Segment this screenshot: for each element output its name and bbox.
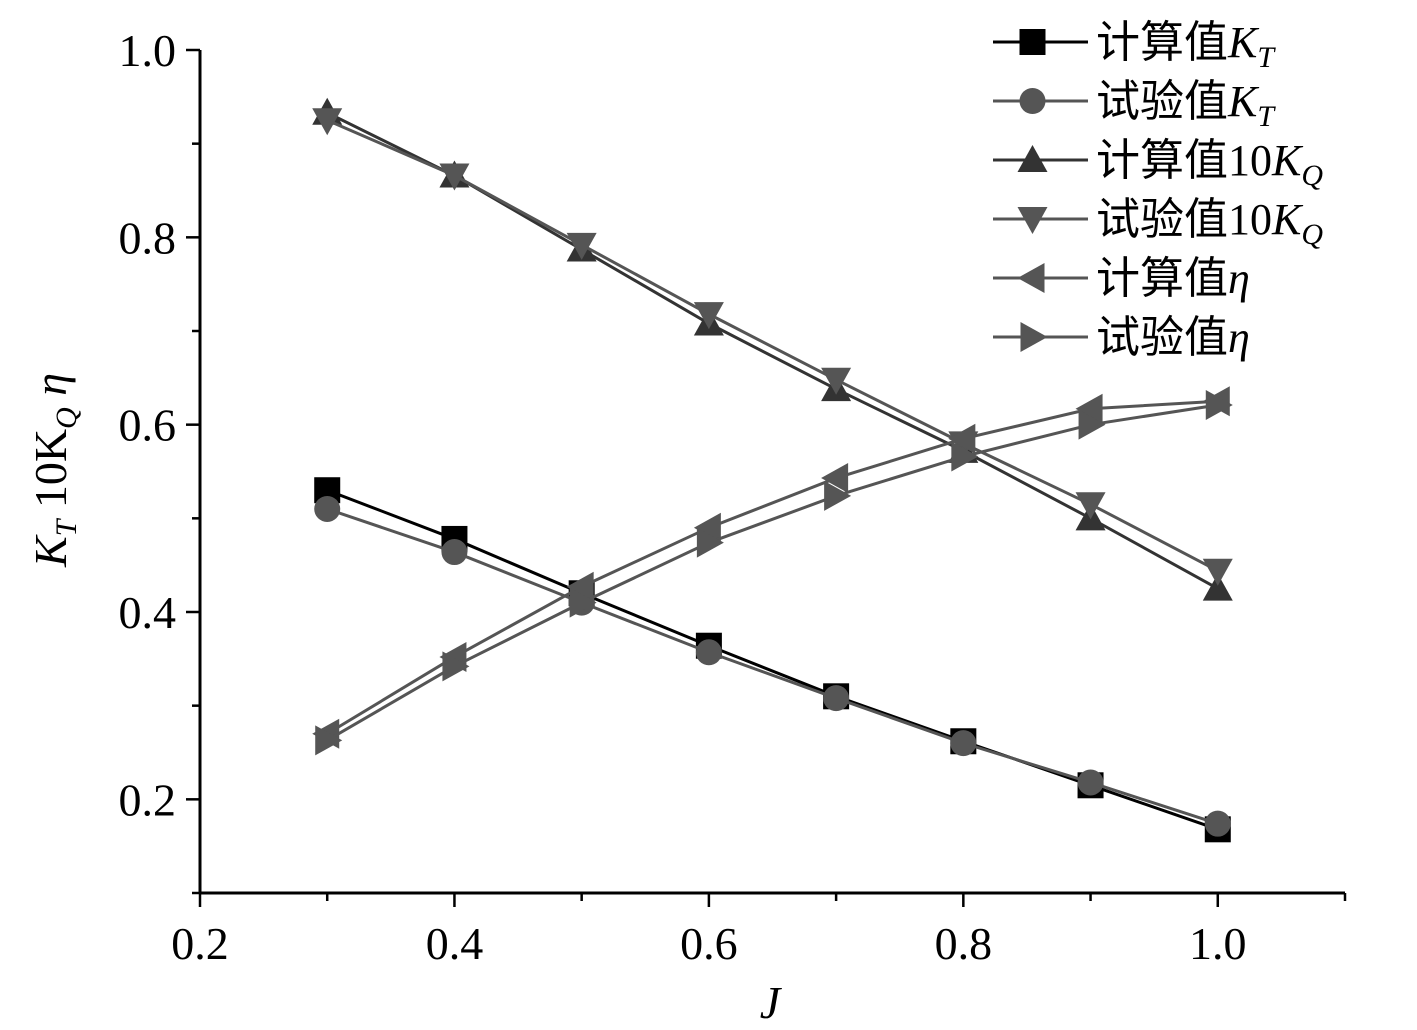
series-2 [314, 495, 1231, 837]
data-point [951, 441, 979, 472]
plot-area [312, 97, 1233, 843]
data-point [695, 639, 722, 666]
data-point [1202, 573, 1233, 601]
legend-entry: 计算值KT [993, 18, 1276, 74]
legend-label: 试验值10KQ [1096, 195, 1323, 251]
legend-swatch-marker [1019, 88, 1046, 114]
series-line [326, 399, 1218, 736]
series-line [326, 118, 1219, 573]
y-axis-title-q-sub: Q [50, 407, 83, 429]
y-axis-title: KT 10KQ η [25, 373, 83, 568]
data-point [693, 302, 724, 330]
data-point [950, 730, 977, 757]
data-point [1204, 810, 1231, 837]
x-tick-label: 1.0 [1189, 918, 1247, 969]
data-point [1078, 409, 1106, 440]
legend-label: 计算值KT [1096, 18, 1276, 74]
legend-entry: 试验值KT [993, 77, 1276, 133]
series-6 [315, 389, 1233, 756]
data-point [824, 480, 852, 511]
axes: 0.2 0.4 0.6 0.8 1.0 0.2 0.4 0.6 0.8 1.0 [119, 25, 1347, 969]
data-point [693, 512, 721, 543]
series-line [326, 488, 1219, 831]
legend-swatch-marker [1020, 322, 1048, 352]
legend-label: 计算值10KQ [1096, 136, 1323, 192]
series-line [326, 507, 1219, 826]
legend-swatch-marker [1019, 29, 1046, 55]
series-4 [312, 108, 1233, 586]
legend-swatch-marker [1017, 207, 1048, 234]
legend-label: 计算值η [1096, 254, 1250, 303]
data-point [821, 367, 852, 395]
y-axis-title-k: K [25, 534, 76, 568]
y-axis-title-mid: 10K [25, 429, 76, 520]
legend-swatch-marker [1017, 145, 1048, 172]
data-point [315, 725, 343, 756]
x-axis-title: J [760, 977, 783, 1028]
data-point [442, 651, 470, 682]
data-point [948, 423, 976, 454]
y-tick-label: 0.8 [119, 212, 177, 263]
data-point [566, 232, 597, 260]
data-point [1205, 389, 1233, 420]
x-tick-label: 0.4 [426, 918, 484, 969]
legend-entry: 计算值10KQ [993, 136, 1323, 192]
data-point [821, 463, 849, 494]
x-tick-label: 0.8 [935, 918, 993, 969]
data-point [696, 527, 724, 558]
data-point [823, 685, 850, 712]
data-point [1202, 558, 1233, 586]
data-point [566, 571, 594, 602]
data-point [314, 495, 341, 522]
data-point [441, 539, 468, 566]
data-point [312, 108, 343, 136]
legend-entry: 试验值10KQ [993, 195, 1323, 251]
legend-swatch-marker [1017, 263, 1045, 293]
data-point [439, 163, 470, 191]
y-axis-title-k-sub: T [50, 517, 83, 536]
data-point [1075, 393, 1103, 424]
legend-label: 试验值η [1096, 313, 1250, 362]
y-axis-title-eta: η [25, 373, 76, 407]
y-tick-label: 0.2 [119, 774, 177, 825]
data-point [1075, 492, 1106, 520]
series-line [326, 403, 1219, 742]
data-point [1077, 769, 1104, 796]
y-tick-label: 0.4 [119, 587, 177, 638]
data-point [569, 587, 597, 618]
legend-label: 试验值KT [1096, 77, 1276, 133]
y-tick-label: 1.0 [119, 25, 177, 76]
legend-entry: 试验值η [993, 313, 1250, 362]
x-tick-label: 0.2 [171, 918, 229, 969]
series-5 [312, 386, 1230, 749]
y-tick-label: 0.6 [119, 400, 177, 451]
legend-entry: 计算值η [993, 254, 1250, 303]
x-tick-label: 0.6 [680, 918, 738, 969]
